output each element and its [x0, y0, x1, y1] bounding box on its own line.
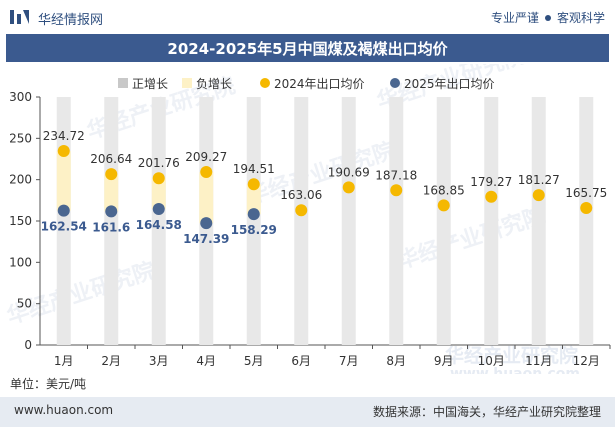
data-label-2025: 164.58 [136, 218, 182, 232]
point-2024 [105, 168, 118, 181]
watermark-url: www.huaon.com [450, 366, 580, 374]
point-2025 [152, 202, 165, 215]
chart-legend: 正增长 负增长 2024年出口均价 2025年出口均价 [118, 77, 495, 91]
data-label-2024: 201.76 [138, 156, 180, 170]
column-bar [436, 97, 451, 345]
x-tick-label: 4月 [196, 354, 216, 368]
column-bar [246, 97, 261, 345]
legend-label: 2025年出口均价 [404, 77, 495, 91]
axes: 0 50 100 150 200 250 300 1月 2月 3月 4月 5月 6月 7月 8月 9月 10月 1… [9, 90, 611, 368]
x-tick-label: 10月 [478, 354, 505, 368]
x-tick-label: 2月 [101, 354, 121, 368]
y-tick-label: 0 [24, 338, 32, 352]
chart-title-bar: 2024-2025年5月中国煤及褐煤出口均价 [6, 34, 609, 62]
x-tick-label: 12月 [573, 354, 600, 368]
point-2024 [200, 166, 213, 179]
point-2024 [437, 199, 450, 212]
point-2024 [152, 172, 165, 185]
legend-label: 正增长 [132, 77, 168, 91]
slogan: 专业严谨 客观科学 [491, 9, 605, 26]
column-bar [151, 97, 166, 345]
slogan-dot-icon [544, 14, 551, 21]
chart-area: 华经产业研究院华经产业研究院华经产业研究院华经产业研究院华经产业研究院华经产业研… [4, 64, 611, 374]
x-tick-label: 6月 [291, 354, 311, 368]
column-bar [341, 97, 356, 345]
x-tick-label: 11月 [525, 354, 552, 368]
data-label-2024: 165.75 [565, 186, 607, 200]
x-tick-label: 1月 [54, 354, 74, 368]
data-labels: 234.72 162.54 206.64 161.6 201.76 164.58 209.2… [41, 129, 608, 246]
legend-swatch [390, 78, 400, 88]
x-tick-label: 3月 [149, 354, 169, 368]
data-label-2025: 158.29 [231, 223, 277, 237]
point-2025 [105, 205, 118, 218]
top-bar: 华经情报网 专业严谨 客观科学 [0, 0, 615, 34]
point-2024 [57, 144, 70, 157]
column-bar [531, 97, 546, 345]
point-2024 [390, 184, 403, 197]
data-label-2025: 162.54 [41, 220, 87, 234]
watermark-text: 华经产业研究院 [445, 344, 578, 367]
data-label-2024: 168.85 [423, 183, 465, 197]
legend-label: 2024年出口均价 [274, 77, 365, 91]
data-label-2024: 181.27 [518, 173, 560, 187]
point-2024 [485, 190, 498, 203]
data-label-2025: 147.39 [183, 232, 229, 246]
point-2025 [57, 204, 70, 217]
data-label-2024: 234.72 [43, 129, 85, 143]
column-bar [579, 97, 594, 345]
footer: www.huaon.com 数据来源：中国海关，华经产业研究院整理 [0, 397, 615, 427]
point-2024 [342, 181, 355, 194]
x-tick-label: 8月 [386, 354, 406, 368]
data-label-2024: 187.18 [375, 168, 417, 182]
y-tick-label: 250 [9, 131, 32, 145]
column-bar [484, 97, 499, 345]
change-bar [151, 178, 166, 209]
data-label-2024: 206.64 [90, 152, 132, 166]
unit-label: 单位：美元/吨 [10, 377, 87, 391]
x-tick-label: 5月 [244, 354, 264, 368]
legend-swatch [118, 78, 128, 88]
y-tick-label: 50 [17, 297, 32, 311]
column-bar [294, 97, 309, 345]
point-2024 [247, 178, 260, 191]
x-tick-label: 9月 [434, 354, 454, 368]
point-2024 [580, 201, 593, 214]
point-2024 [295, 204, 308, 217]
data-points [57, 144, 593, 230]
data-label-2025: 161.6 [92, 220, 130, 234]
column-bar [104, 97, 119, 345]
data-label-2024: 194.51 [233, 162, 275, 176]
x-tick-label: 7月 [339, 354, 359, 368]
y-tick-label: 100 [9, 255, 32, 269]
point-2025 [247, 208, 260, 221]
data-label-2024: 163.06 [280, 188, 322, 202]
data-label-2024: 179.27 [470, 175, 512, 189]
brand-logo-icon [10, 9, 30, 29]
point-2025 [200, 217, 213, 230]
y-tick-label: 300 [9, 90, 32, 104]
change-bar [199, 172, 214, 224]
data-label-2024: 190.69 [328, 165, 370, 179]
point-2024 [532, 189, 545, 202]
watermark-text: 华经产业研究院 [394, 202, 549, 274]
footer-website: www.huaon.com [14, 403, 114, 417]
chart-title: 2024-2025年5月中国煤及褐煤出口均价 [167, 39, 448, 58]
change-bars [56, 97, 594, 345]
y-tick-label: 200 [9, 173, 32, 187]
footer-source: 数据来源：中国海关，华经产业研究院整理 [372, 405, 601, 419]
change-bar [104, 174, 119, 212]
legend-swatch [260, 78, 270, 88]
y-tick-label: 150 [9, 214, 32, 228]
legend-swatch [182, 78, 192, 88]
change-bar [246, 184, 261, 215]
slogan-right: 客观科学 [556, 11, 605, 25]
legend-label: 负增长 [196, 77, 232, 91]
brand-name: 华经情报网 [38, 13, 104, 28]
column-bar [389, 97, 404, 345]
data-label-2024: 209.27 [185, 150, 227, 164]
slogan-left: 专业严谨 [490, 11, 539, 25]
change-bar [56, 150, 71, 211]
